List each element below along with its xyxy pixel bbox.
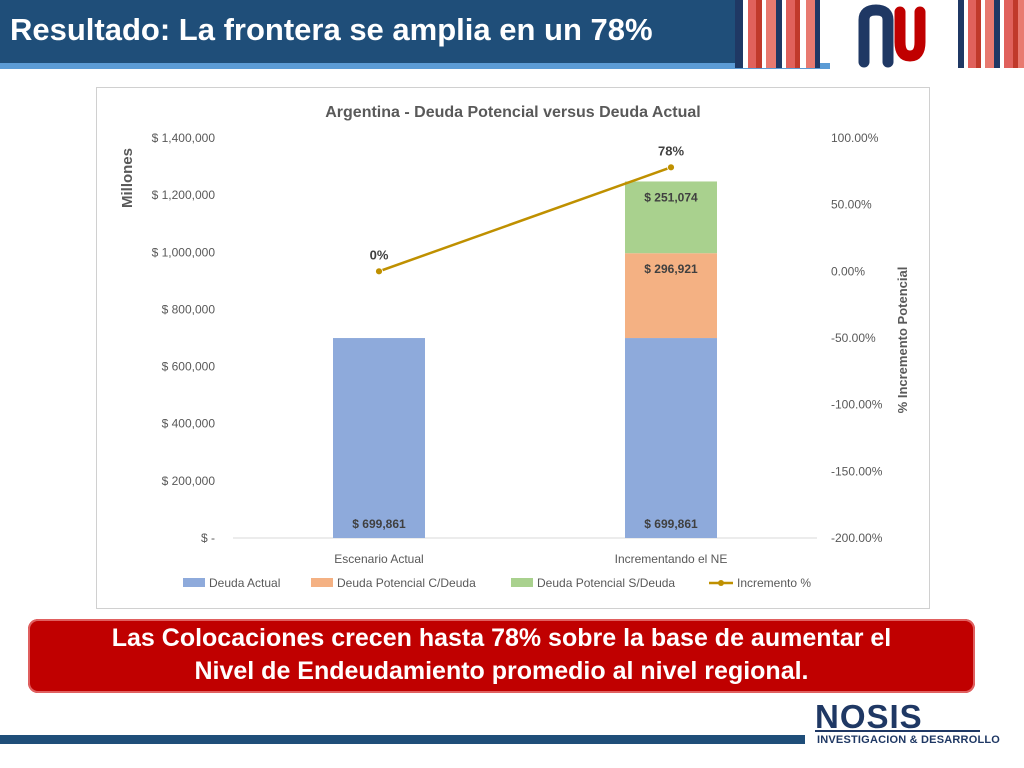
decorative-stripes-left <box>735 0 820 68</box>
increment-label: 78% <box>658 143 684 158</box>
brand-logo <box>830 0 960 68</box>
bar-value-label: $ 251,074 <box>644 190 698 204</box>
y-axis-label: Millones <box>119 148 136 208</box>
increment-point <box>375 267 383 276</box>
y-tick-label: $ 1,400,000 <box>152 131 216 145</box>
legend-label: Deuda Potencial S/Deuda <box>537 576 675 590</box>
increment-point <box>667 163 675 172</box>
y-tick-label: $ 600,000 <box>162 360 216 374</box>
legend-label: Incremento % <box>737 576 811 590</box>
bar-1 <box>625 338 717 538</box>
nosis-subtitle: INVESTIGACION & DESARROLLO <box>817 734 1001 746</box>
y-tick-label: $ 200,000 <box>162 474 216 488</box>
bar-3 <box>625 181 717 254</box>
callout-line-1: Las Colocaciones crecen hasta 78% sobre … <box>111 624 892 652</box>
title-underline <box>0 63 830 69</box>
y-tick-label: $ 1,200,000 <box>152 188 216 202</box>
nosis-divider <box>815 730 980 732</box>
bar-2 <box>625 253 717 339</box>
legend-label: Deuda Actual <box>209 576 280 590</box>
slide-title: Resultado: La frontera se amplia en un 7… <box>10 12 653 47</box>
bar-1 <box>333 338 425 538</box>
y2-tick-label: -100.00% <box>831 398 883 412</box>
y2-tick-label: -50.00% <box>831 331 876 345</box>
decorative-stripes-right <box>958 0 1024 68</box>
deuda-chart: Argentina - Deuda Potencial versus Deuda… <box>119 104 910 590</box>
legend-swatch <box>311 578 333 587</box>
brand-logo-icon <box>858 4 926 68</box>
slide-header: Resultado: La frontera se amplia en un 7… <box>0 0 1024 69</box>
legend-swatch <box>511 578 533 587</box>
legend-swatch-point <box>718 580 724 586</box>
y2-tick-label: 50.00% <box>831 198 872 212</box>
y-tick-label: $ - <box>201 531 215 545</box>
increment-label: 0% <box>370 247 389 262</box>
bar-value-label: $ 699,861 <box>644 517 698 531</box>
chart-frame: Argentina - Deuda Potencial versus Deuda… <box>96 87 930 609</box>
y2-tick-label: 0.00% <box>831 264 865 278</box>
chart-title: Argentina - Deuda Potencial versus Deuda… <box>325 104 701 121</box>
y-tick-label: $ 1,000,000 <box>152 245 216 259</box>
footer-line <box>0 735 805 744</box>
bar-value-label: $ 296,921 <box>644 262 698 276</box>
y-tick-label: $ 800,000 <box>162 302 216 316</box>
legend-swatch <box>183 578 205 587</box>
nosis-logo: NOSIS <box>815 698 923 735</box>
title-bar: Resultado: La frontera se amplia en un 7… <box>0 0 735 63</box>
y2-tick-label: 100.00% <box>831 131 879 145</box>
callout-box: Las Colocaciones crecen hasta 78% sobre … <box>28 619 975 693</box>
y2-axis-label: % Incremento Potencial <box>895 267 910 414</box>
legend-label: Deuda Potencial C/Deuda <box>337 576 476 590</box>
increment-line <box>378 166 672 273</box>
y2-tick-label: -200.00% <box>831 531 883 545</box>
x-tick-label: Escenario Actual <box>334 552 423 566</box>
x-tick-label: Incrementando el NE <box>615 552 728 566</box>
y-tick-label: $ 400,000 <box>162 417 216 431</box>
y2-tick-label: -150.00% <box>831 464 883 478</box>
bar-value-label: $ 699,861 <box>352 517 406 531</box>
callout-line-2: Nivel de Endeudamiento promedio al nivel… <box>194 657 809 685</box>
